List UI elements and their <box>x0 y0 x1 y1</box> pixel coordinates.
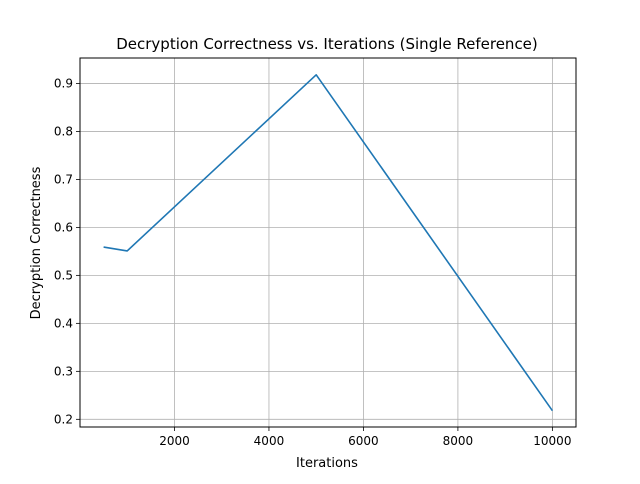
x-axis-label: Iterations <box>296 456 358 471</box>
series-line <box>103 74 554 412</box>
x-tick-label: 2000 <box>159 434 190 448</box>
y-tick-label: 0.7 <box>54 172 73 186</box>
chart-title: Decryption Correctness vs. Iterations (S… <box>116 35 538 53</box>
y-tick-label: 0.6 <box>54 220 73 234</box>
series-layer <box>103 74 554 412</box>
x-tick-label: 4000 <box>254 434 285 448</box>
y-tick-label: 0.8 <box>54 124 73 138</box>
grid-layer <box>80 58 576 427</box>
y-axis-label: Decryption Correctness <box>29 166 44 319</box>
plot-frame <box>79 57 577 428</box>
tick-layer: 2000 4000 6000 8000 10000 0.2 0.3 0.4 0.5 0.6 0.7 0… <box>54 76 572 448</box>
x-tick-label: 10000 <box>533 434 571 448</box>
x-tick-label: 8000 <box>443 434 474 448</box>
y-tick-label: 0.5 <box>54 268 73 282</box>
y-tick-label: 0.2 <box>54 412 73 426</box>
y-tick-label: 0.3 <box>54 364 73 378</box>
y-tick-label: 0.4 <box>54 316 73 330</box>
y-tick-label: 0.9 <box>54 76 73 90</box>
x-tick-label: 6000 <box>348 434 379 448</box>
